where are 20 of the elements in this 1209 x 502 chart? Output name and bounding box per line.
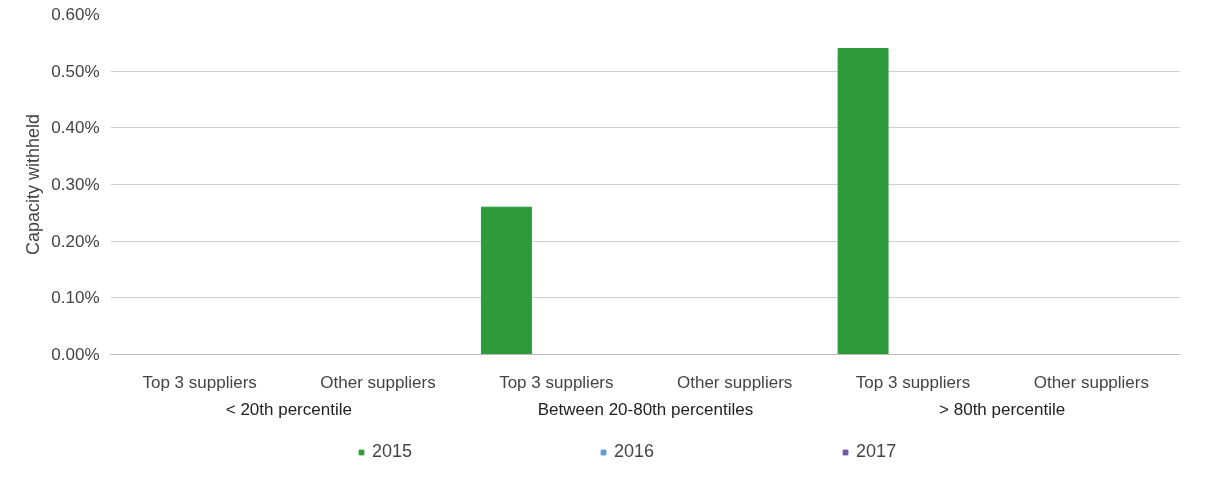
y-tick-label: 0.00% xyxy=(51,345,100,364)
y-tick-label: 0.20% xyxy=(51,231,100,251)
text: > 80th percentile xyxy=(939,400,1066,420)
legend-label: 2017 xyxy=(856,441,897,462)
legend-label: 2015 xyxy=(372,441,413,462)
x-tick-label: Other suppliers xyxy=(1033,372,1149,392)
y-tick-label: 0.60% xyxy=(51,5,100,24)
x-tick-label: Top 3 suppliers xyxy=(499,372,614,392)
x-tick-label: Top 3 suppliers xyxy=(855,372,971,392)
x-tick-label: Other suppliers xyxy=(320,372,436,392)
x-tick-label: Other suppliers xyxy=(677,372,793,392)
text: < 20th percentile xyxy=(225,400,352,420)
legend-label: 2016 xyxy=(614,441,655,462)
y-tick-label: 0.10% xyxy=(51,288,100,308)
y-tick-label: 0.40% xyxy=(51,118,100,138)
y-tick-label: 0.50% xyxy=(51,61,100,81)
y-axis-title: Capacity withheld xyxy=(23,113,44,256)
y-tick-label: 0.30% xyxy=(51,175,100,194)
text: Between 20-80th percentiles xyxy=(537,400,754,420)
x-tick-label: Top 3 suppliers xyxy=(142,372,257,392)
